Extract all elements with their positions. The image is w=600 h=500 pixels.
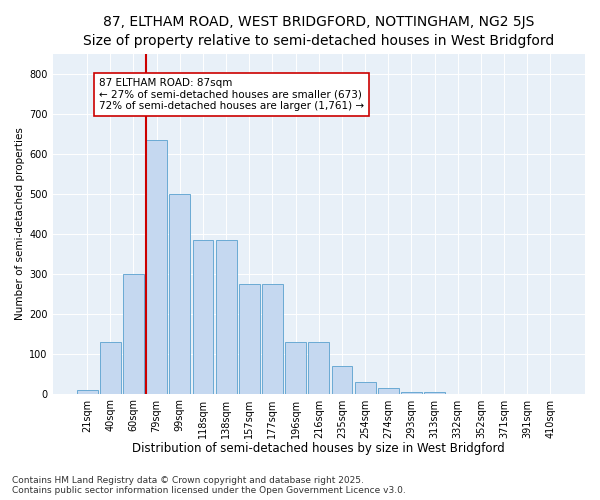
Bar	[215, 240, 236, 394]
Bar	[355, 382, 376, 394]
Text: Contains HM Land Registry data © Crown copyright and database right 2025.
Contai: Contains HM Land Registry data © Crown c…	[12, 476, 406, 495]
Bar	[308, 342, 329, 394]
Bar	[77, 390, 98, 394]
Bar	[262, 284, 283, 394]
Bar	[239, 284, 260, 394]
Bar	[332, 366, 352, 394]
Title: 87, ELTHAM ROAD, WEST BRIDGFORD, NOTTINGHAM, NG2 5JS
Size of property relative t: 87, ELTHAM ROAD, WEST BRIDGFORD, NOTTING…	[83, 15, 554, 48]
Bar	[100, 342, 121, 394]
Bar	[123, 274, 144, 394]
Bar	[193, 240, 214, 394]
Bar	[424, 392, 445, 394]
Bar	[146, 140, 167, 394]
X-axis label: Distribution of semi-detached houses by size in West Bridgford: Distribution of semi-detached houses by …	[133, 442, 505, 455]
Bar	[169, 194, 190, 394]
Bar	[401, 392, 422, 394]
Y-axis label: Number of semi-detached properties: Number of semi-detached properties	[15, 128, 25, 320]
Text: 87 ELTHAM ROAD: 87sqm
← 27% of semi-detached houses are smaller (673)
72% of sem: 87 ELTHAM ROAD: 87sqm ← 27% of semi-deta…	[99, 78, 364, 111]
Bar	[285, 342, 306, 394]
Bar	[378, 388, 398, 394]
